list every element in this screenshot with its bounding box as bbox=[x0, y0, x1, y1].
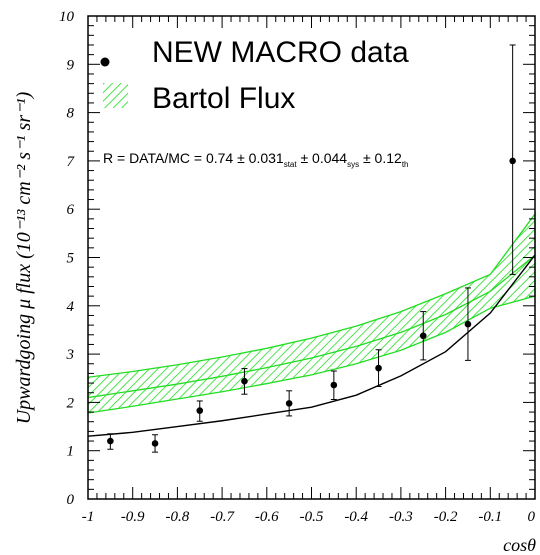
x-tick-label: -0.3 bbox=[389, 509, 413, 525]
legend-band-swatch bbox=[103, 83, 128, 108]
y-tick-label: 1 bbox=[67, 444, 75, 460]
legend: NEW MACRO data Bartol Flux bbox=[100, 36, 409, 115]
x-tick-label: -0.6 bbox=[255, 509, 279, 525]
y-tick-label: 0 bbox=[67, 492, 75, 508]
data-point bbox=[330, 381, 338, 389]
data-point bbox=[419, 332, 427, 340]
mc-curve-layer bbox=[87, 254, 536, 437]
axis-ticks bbox=[87, 15, 536, 500]
ratio-annotation-th-value: ± 0.12 bbox=[359, 150, 402, 166]
ratio-annotation-sys: sys bbox=[347, 160, 359, 169]
x-tick-label: -0.4 bbox=[344, 509, 368, 525]
y-axis-title: Upwardgoing μ flux (10⁻¹³ cm⁻² s⁻¹ sr⁻¹) bbox=[13, 91, 35, 424]
x-tick-label: -0.2 bbox=[434, 509, 458, 525]
ratio-annotation-sys-value: ± 0.044 bbox=[297, 150, 348, 166]
y-tick-label: 6 bbox=[67, 202, 75, 218]
legend-data-marker bbox=[100, 57, 110, 67]
data-point bbox=[464, 320, 472, 328]
data-points-layer bbox=[107, 44, 516, 453]
y-tick-label: 9 bbox=[67, 57, 75, 73]
ratio-annotation-stat: stat bbox=[284, 160, 298, 169]
legend-data-label: NEW MACRO data bbox=[152, 36, 409, 69]
data-point bbox=[196, 407, 204, 414]
x-axis-title: cosθ bbox=[503, 535, 536, 555]
bartol-band-center bbox=[87, 254, 536, 399]
x-tick-label: 0 bbox=[528, 509, 536, 525]
y-tick-label: 10 bbox=[59, 9, 75, 25]
x-tick-label: -0.8 bbox=[166, 509, 190, 525]
y-tick-label: 2 bbox=[67, 395, 75, 411]
y-tick-labels: 0 1 2 3 4 5 6 7 8 9 10 bbox=[59, 9, 76, 508]
y-tick-label: 3 bbox=[66, 347, 75, 363]
y-tick-label: 4 bbox=[67, 299, 75, 315]
ratio-annotation: R = DATA/MC = 0.74 ± 0.031stat ± 0.044sy… bbox=[103, 150, 408, 169]
x-tick-label: -0.1 bbox=[478, 509, 502, 525]
data-point bbox=[285, 400, 293, 407]
x-tick-label: -1 bbox=[82, 509, 95, 525]
mc-curve bbox=[87, 254, 536, 437]
x-tick-label: -0.5 bbox=[300, 509, 324, 525]
ratio-annotation-th: th bbox=[402, 160, 409, 169]
legend-band-label: Bartol Flux bbox=[152, 82, 295, 115]
data-point bbox=[509, 157, 516, 165]
data-point bbox=[241, 377, 248, 385]
x-tick-label: -0.9 bbox=[121, 509, 145, 525]
data-point bbox=[151, 440, 159, 447]
x-tick-label: -0.7 bbox=[210, 509, 235, 525]
data-point bbox=[107, 437, 114, 445]
x-tick-labels: -1 -0.9 -0.8 -0.7 -0.6 -0.5 -0.4 -0.3 -0.2 -0.1 0 bbox=[82, 509, 536, 525]
y-tick-label: 7 bbox=[67, 154, 76, 170]
y-tick-label: 8 bbox=[67, 106, 75, 122]
y-tick-label: 5 bbox=[67, 251, 75, 267]
ratio-annotation-main: R = DATA/MC = 0.74 ± 0.031 bbox=[103, 150, 284, 166]
data-point bbox=[375, 364, 382, 372]
